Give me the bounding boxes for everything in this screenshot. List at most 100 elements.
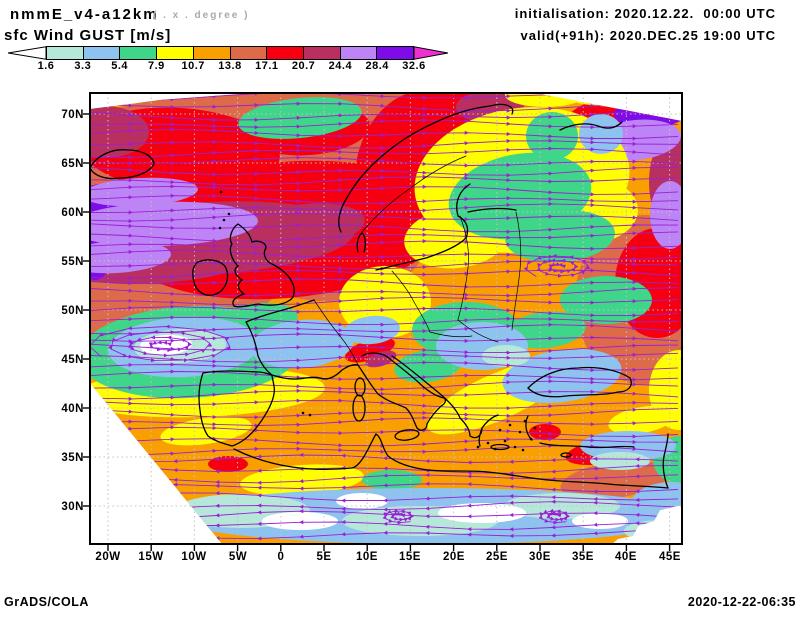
lon-label: 20W [95, 551, 120, 563]
streamline [90, 286, 679, 298]
colorbar-segment [303, 47, 341, 59]
lon-label: 5W [229, 551, 247, 563]
lon-label: 35E [572, 551, 594, 563]
lat-label: 50N [61, 305, 84, 317]
streamline-vortex [523, 253, 591, 278]
colorbar-tick-label: 32.6 [402, 60, 426, 72]
island-dot [301, 411, 305, 415]
colorbar-labels: 1.6 3.3 5.4 7.9 10.7 13.8 17.1 20.7 24.4 28.4 32.6 [8, 60, 448, 74]
colorbar-segment [193, 47, 231, 59]
lat-label: 55N [61, 256, 84, 268]
field-blob [482, 345, 530, 367]
island-dot [227, 212, 231, 216]
colorbar-tick-label: 10.7 [181, 60, 205, 72]
streamline [90, 211, 679, 224]
coastlines [90, 103, 669, 489]
lon-label: 25E [486, 551, 508, 563]
streamline [90, 118, 679, 130]
coast-iceland [90, 149, 155, 180]
colorbar-tick-label: 17.1 [255, 60, 279, 72]
streamline [90, 174, 679, 187]
lon-label: 40E [615, 551, 637, 563]
creation-timestamp: 2020-12-22-06:35 [687, 595, 796, 609]
streamline [90, 127, 679, 141]
coast-ireland [192, 259, 229, 296]
coast-corsica [354, 377, 366, 397]
colorbar-segment [377, 47, 414, 59]
lon-label: 45E [659, 551, 681, 563]
lat-label: 40N [61, 403, 84, 415]
island-dot [493, 447, 497, 451]
colorbar-segment [157, 47, 194, 59]
colorbar-tick-label: 13.8 [218, 60, 242, 72]
field-blob [336, 493, 388, 509]
colorbar-segment [120, 47, 158, 59]
lon-label: 30E [529, 551, 551, 563]
coast-norway [338, 103, 514, 233]
field-blob [579, 114, 623, 154]
island-dot [476, 445, 480, 449]
grads-credit: GrADS/COLA [4, 595, 89, 609]
colorbar-tick-label: 5.4 [111, 60, 128, 72]
lon-label: 15E [399, 551, 421, 563]
lat-axis-labels: 70N 65N 60N 55N 50N 45N 40N 35N 30N [61, 109, 84, 513]
model-title: nmmE_v4-a12km [10, 6, 159, 23]
coast-black-sea [527, 366, 632, 398]
colorbar-segment [340, 47, 378, 59]
field-blob [649, 350, 682, 430]
coast-kola [559, 121, 623, 131]
lon-label: 20E [443, 551, 465, 563]
grid-resolution-note: ( . x . degree ) [153, 10, 250, 21]
coast-crete [490, 443, 510, 451]
coast-denmark [356, 232, 366, 253]
island-dot [523, 419, 527, 423]
streamline [90, 295, 679, 308]
colorbar-tick-label: 7.9 [147, 60, 165, 72]
island-dots [218, 190, 537, 452]
island-dot [222, 218, 226, 222]
lon-label: 15W [138, 551, 163, 563]
island-dot [508, 423, 512, 427]
lon-label: 5E [316, 551, 331, 563]
lat-label: 60N [61, 207, 84, 219]
gust-shading-field [90, 94, 682, 544]
colorbar-overflow-arrow [414, 46, 448, 60]
coast-iberia [198, 370, 276, 447]
colorbar-tick-label: 28.4 [365, 60, 389, 72]
streamline [90, 369, 679, 382]
colorbar-segment [230, 47, 268, 59]
field-title: sfc Wind GUST [m/s] [4, 27, 172, 44]
island-dot [219, 190, 223, 194]
island-dot [513, 445, 517, 449]
streamline [90, 222, 679, 234]
lon-label: 0 [278, 551, 285, 563]
streamline-vortex [382, 508, 415, 525]
valid-time: valid(+91h): 2020.DEC.25 19:00 UTC [520, 28, 776, 43]
streamline [90, 415, 679, 428]
streamline [90, 398, 679, 411]
field-blob [90, 106, 149, 158]
lon-label: 10W [181, 551, 206, 563]
colorbar-tick-label: 3.3 [74, 60, 92, 72]
streamline [90, 425, 679, 439]
colorbar-segment [83, 47, 121, 59]
streamlines [90, 94, 679, 541]
coast-sicily [394, 429, 420, 441]
streamline [90, 155, 679, 168]
streamline [90, 407, 679, 420]
coast-adriatic [391, 355, 461, 419]
island-dot [518, 430, 522, 434]
colorbar-segment [267, 47, 304, 59]
colorbar-cells [46, 46, 414, 60]
colorbar-segment [47, 47, 84, 59]
lat-label: 70N [61, 109, 84, 121]
streamline [90, 463, 679, 476]
island-dot [503, 439, 507, 443]
island-dot [521, 448, 525, 452]
lon-axis-labels: 20W 15W 10W 5W 0 5E 10E 15E 20E 25E 30E … [95, 551, 681, 563]
colorbar-tick-label: 1.6 [37, 60, 55, 72]
streamline [90, 304, 679, 318]
coast-greece [459, 414, 499, 447]
